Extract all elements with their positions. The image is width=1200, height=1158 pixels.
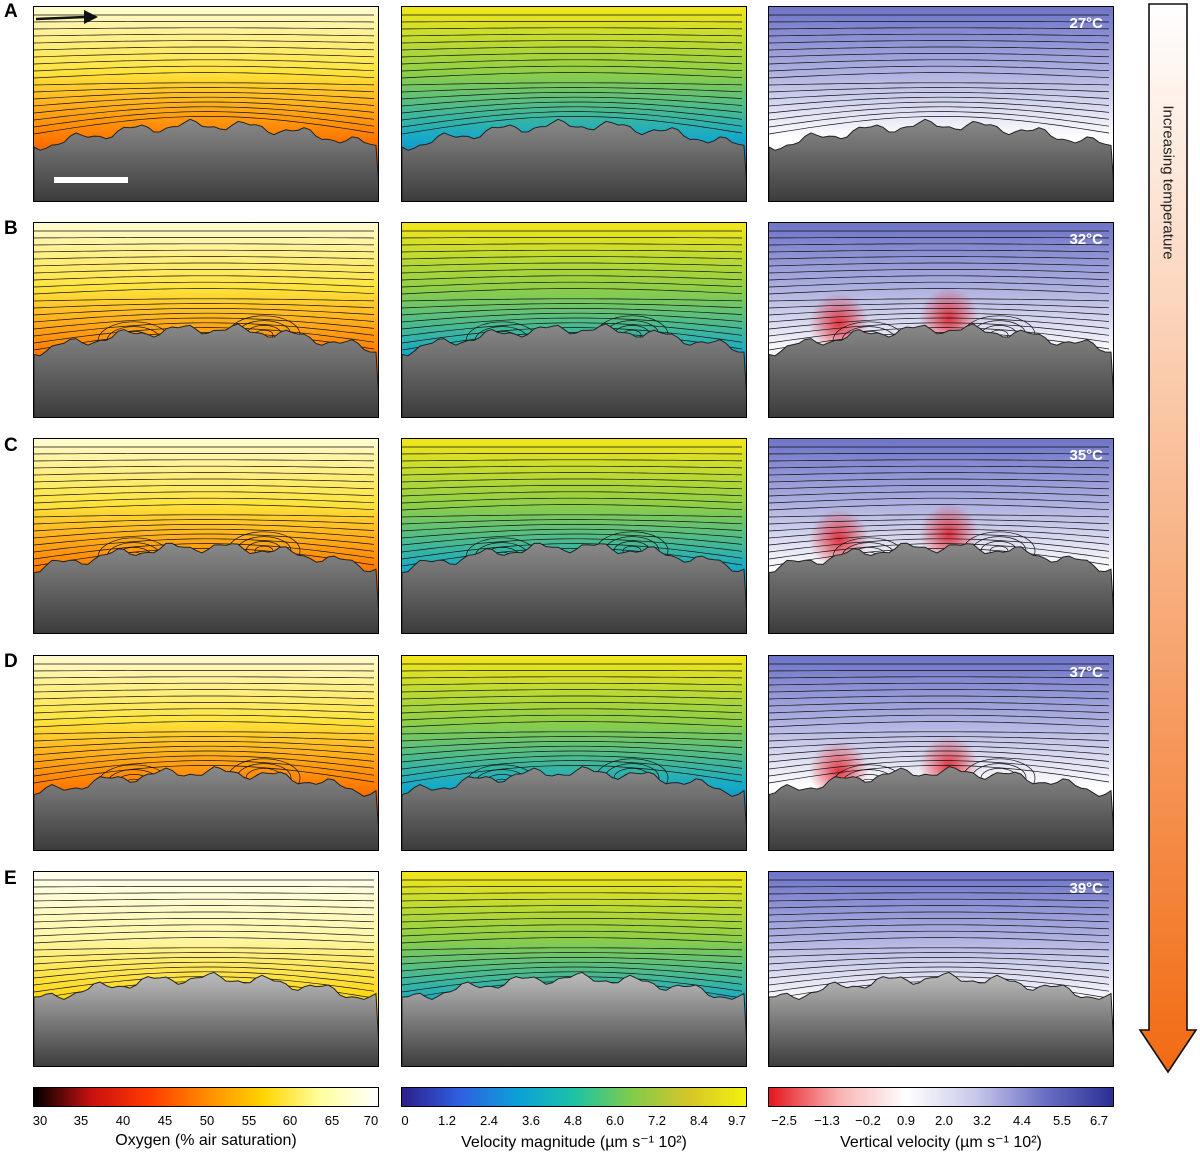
vertical-panel-e: 39°C bbox=[768, 871, 1114, 1067]
oxygen-colorbar-title: Oxygen (% air saturation) bbox=[115, 1132, 297, 1149]
oxygen-tick: 65 bbox=[324, 1113, 340, 1128]
velocity-panel-b bbox=[401, 222, 747, 418]
oxygen-tick: 35 bbox=[73, 1113, 89, 1128]
velocity-tick: 9.7 bbox=[727, 1113, 747, 1128]
oxygen-tick: 60 bbox=[282, 1113, 298, 1128]
velocity-colorbar bbox=[401, 1087, 747, 1107]
vertical-panel-c: 35°C bbox=[768, 438, 1114, 634]
row-label-d: D bbox=[4, 651, 18, 672]
velocity-panel-c bbox=[401, 438, 747, 634]
vertical-panel-a: 27°C bbox=[768, 6, 1114, 202]
velocity-tick: 1.2 bbox=[437, 1113, 457, 1128]
velocity-tick: 2.4 bbox=[479, 1113, 499, 1128]
oxygen-panel-e bbox=[33, 871, 379, 1067]
temperature-arrow-icon bbox=[1138, 3, 1198, 1074]
oxygen-tick: 50 bbox=[199, 1113, 215, 1128]
oxygen-tick: 45 bbox=[157, 1113, 173, 1128]
vertical-panel-b: 32°C bbox=[768, 222, 1114, 418]
scale-bar bbox=[54, 177, 128, 183]
vertical-tick: −0.2 bbox=[855, 1113, 881, 1128]
oxygen-panel-b bbox=[33, 222, 379, 418]
velocity-tick: 3.6 bbox=[521, 1113, 541, 1128]
velocity-panel-a bbox=[401, 6, 747, 202]
row-label-e: E bbox=[4, 868, 17, 889]
oxygen-tick: 55 bbox=[241, 1113, 257, 1128]
temperature-label-c: 35°C bbox=[1069, 447, 1103, 464]
vertical-colorbar-title: Vertical velocity (µm s⁻¹ 10²) bbox=[840, 1134, 1042, 1151]
velocity-panel-e bbox=[401, 871, 747, 1067]
increasing-temperature-label-wrap: Increasing temperature bbox=[1157, 82, 1179, 282]
vertical-colorbar-ticks: −2.5 −1.3 −0.2 0.9 2.0 3.2 4.4 5.5 6.7 bbox=[768, 1113, 1114, 1131]
oxygen-colorbar bbox=[33, 1087, 379, 1107]
vertical-tick: 5.5 bbox=[1052, 1113, 1072, 1128]
vertical-velocity-colorbar bbox=[768, 1087, 1114, 1107]
increasing-temperature-label: Increasing temperature bbox=[1159, 104, 1177, 260]
row-label-c: C bbox=[4, 435, 18, 456]
velocity-colorbar-title: Velocity magnitude (µm s⁻¹ 10²) bbox=[461, 1134, 687, 1151]
oxygen-colorbar-ticks: 30 35 40 45 50 55 60 65 70 bbox=[33, 1113, 379, 1131]
row-label-a: A bbox=[4, 1, 18, 22]
vertical-tick: 3.2 bbox=[972, 1113, 992, 1128]
oxygen-panel-c bbox=[33, 438, 379, 634]
velocity-panel-d bbox=[401, 655, 747, 851]
temperature-label-b: 32°C bbox=[1069, 231, 1103, 248]
oxygen-tick: 30 bbox=[32, 1113, 48, 1128]
flow-direction-arrow-icon bbox=[35, 10, 98, 24]
vertical-tick: −2.5 bbox=[771, 1113, 797, 1128]
oxygen-tick: 70 bbox=[363, 1113, 379, 1128]
vertical-tick: 2.0 bbox=[934, 1113, 954, 1128]
temperature-label-d: 37°C bbox=[1069, 664, 1103, 681]
velocity-tick: 4.8 bbox=[563, 1113, 583, 1128]
vertical-tick: −1.3 bbox=[814, 1113, 840, 1128]
temperature-label-a: 27°C bbox=[1069, 15, 1103, 32]
temperature-label-e: 39°C bbox=[1069, 880, 1103, 897]
row-label-b: B bbox=[4, 218, 18, 239]
oxygen-panel-d bbox=[33, 655, 379, 851]
vertical-tick: 4.4 bbox=[1012, 1113, 1032, 1128]
velocity-colorbar-ticks: 0 1.2 2.4 3.6 4.8 6.0 7.2 8.4 9.7 bbox=[401, 1113, 747, 1131]
velocity-tick: 7.2 bbox=[647, 1113, 667, 1128]
vertical-tick: 6.7 bbox=[1089, 1113, 1109, 1128]
velocity-tick: 8.4 bbox=[689, 1113, 709, 1128]
vertical-panel-d: 37°C bbox=[768, 655, 1114, 851]
oxygen-tick: 40 bbox=[115, 1113, 131, 1128]
oxygen-panel-a bbox=[33, 6, 379, 202]
velocity-tick: 6.0 bbox=[605, 1113, 625, 1128]
velocity-tick: 0 bbox=[401, 1113, 409, 1128]
vertical-tick: 0.9 bbox=[896, 1113, 916, 1128]
